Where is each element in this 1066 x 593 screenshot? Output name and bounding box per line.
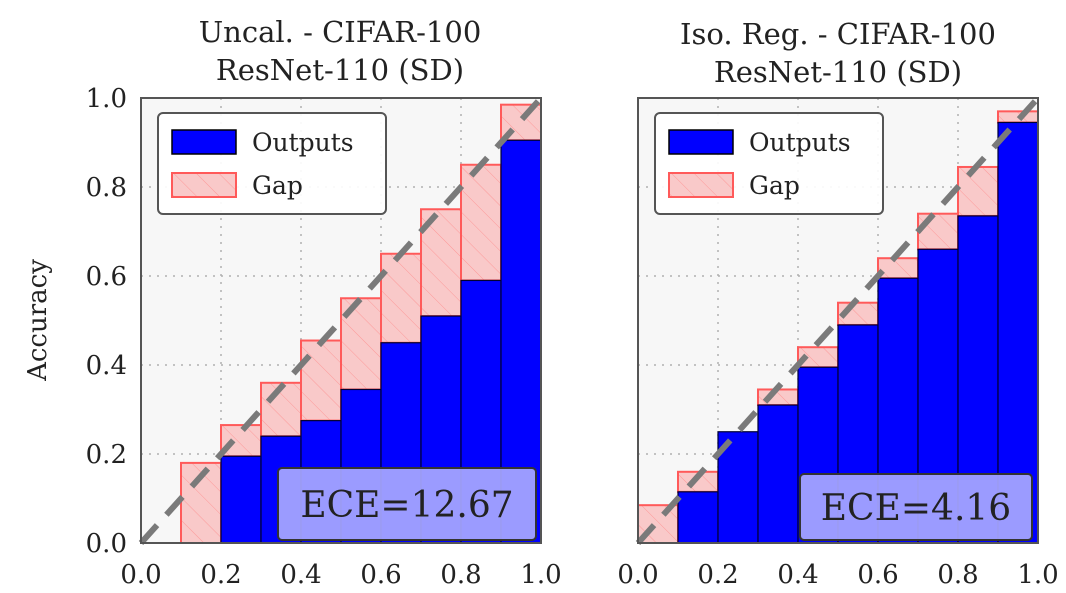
y-tick-label: 0.6 [86, 262, 127, 292]
perfect-calibration-line [138, 95, 544, 546]
x-tick-label: 0.8 [440, 560, 481, 590]
ece-label: ECE=4.16 [821, 488, 1011, 529]
gap-bar-hatch [300, 339, 342, 422]
panel-title-line-2: ResNet-110 (SD) [714, 55, 962, 89]
ece-box [799, 473, 1033, 541]
x-tick-label: 0.0 [120, 560, 161, 590]
legend-outputs-label: Outputs [749, 128, 851, 157]
perfect-calibration-line [635, 95, 1041, 546]
gap-bar-hatch [917, 212, 959, 251]
y-tick-label: 0.0 [86, 529, 127, 559]
panel-title-line-1: Iso. Reg. - CIFAR-100 [680, 17, 996, 51]
output-bar [220, 455, 262, 544]
plot-frame [637, 97, 1039, 544]
x-tick-label: 1.0 [1017, 560, 1058, 590]
y-axis-label: Accuracy [23, 259, 53, 382]
x-tick-label: 0.2 [697, 560, 738, 590]
gap-bar-hatch [460, 163, 502, 282]
ece-box [277, 467, 537, 541]
x-tick-label: 0.8 [937, 560, 978, 590]
panel-title-line-2: ResNet-110 (SD) [216, 53, 464, 87]
panel-title-line-1: Uncal. - CIFAR-100 [199, 15, 482, 49]
uncalibrated-panel: Uncal. - CIFAR-100 ResNet-110 (SD) 0.0 0.… [86, 15, 562, 590]
y-tick-label: 0.4 [86, 351, 127, 381]
gap-bar-hatch [757, 388, 799, 407]
isotonic-regression-panel: Iso. Reg. - CIFAR-100 ResNet-110 (SD) 0.… [617, 17, 1058, 590]
legend-gap-label: Gap [252, 171, 303, 200]
x-tick-label: 0.6 [857, 560, 898, 590]
legend-gap-swatch-hatch [171, 172, 237, 198]
x-tick-label: 0.4 [280, 560, 321, 590]
legend-gap-swatch-hatch [668, 172, 734, 198]
gap-bar-hatch [957, 165, 999, 217]
plot-frame [140, 97, 542, 544]
gap-bar-hatch [380, 252, 422, 344]
legend-outputs-swatch [668, 129, 734, 155]
y-tick-label: 1.0 [86, 84, 127, 114]
x-tick-label: 0.2 [200, 560, 241, 590]
plot-area: 0.0 0.2 0.4 0.6 0.8 1.0 Outputs Gap ECE=4.16 [617, 95, 1059, 590]
x-tick-label: 0.4 [777, 560, 818, 590]
output-bar [757, 404, 799, 544]
plot-area: 0.0 0.2 0.4 0.6 0.8 1.0 0.0 0.2 0.4 0.6 0.8 1.0 Outp… [86, 84, 562, 590]
x-tick-label: 0.6 [360, 560, 401, 590]
output-bar [677, 491, 719, 544]
x-tick-label: 1.0 [520, 560, 561, 590]
legend-outputs-swatch [171, 129, 237, 155]
x-tick-label: 0.0 [617, 560, 658, 590]
y-tick-label: 0.2 [86, 440, 127, 470]
legend-gap-label: Gap [749, 171, 800, 200]
y-tick-label: 0.8 [86, 173, 127, 203]
ece-label: ECE=12.67 [300, 485, 513, 526]
legend-outputs-label: Outputs [252, 128, 354, 157]
gap-bar-hatch [877, 257, 919, 280]
